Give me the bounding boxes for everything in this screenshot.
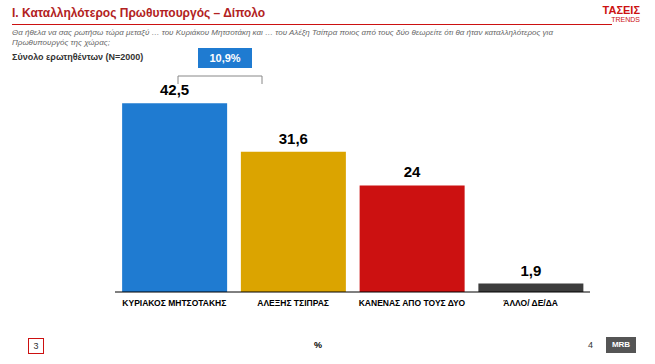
html-text:MRB: MRB [611, 340, 631, 349]
svg-text:ΚΑΝΕΝΑΣ ΑΠΟ ΤΟΥΣ ΔΥΟ: ΚΑΝΕΝΑΣ ΑΠΟ ΤΟΥΣ ΔΥΟ [359, 298, 466, 308]
html-text:Σύνολο ερωτηθέντων (N=2000): Σύνολο ερωτηθέντων (N=2000) [12, 52, 144, 62]
svg-text:24: 24 [404, 163, 421, 180]
html-text:Θα ήθελα να σας ρωτήσω τώρα με: Θα ήθελα να σας ρωτήσω τώρα μεταξύ … του… [12, 28, 553, 47]
html-text:ΤΑΣΕΙΣ: ΤΑΣΕΙΣ [602, 4, 640, 16]
html-text:10,9%: 10,9% [209, 52, 241, 64]
html-text:4: 4 [588, 340, 593, 350]
html-text:I. Καταλληλότερος Πρωθυπουργός: I. Καταλληλότερος Πρωθυπουργός – Δίπολο [12, 6, 266, 20]
html-text:TRENDS: TRENDS [611, 16, 640, 23]
svg-text:31,6: 31,6 [279, 130, 308, 147]
svg-text:ΆΛΛΟ/ ΔΕ/ΔΑ: ΆΛΛΟ/ ΔΕ/ΔΑ [503, 298, 558, 308]
svg-text:ΑΛΕΞΗΣ ΤΣΙΠΡΑΣ: ΑΛΕΞΗΣ ΤΣΙΠΡΑΣ [257, 298, 329, 308]
svg-text:42,5: 42,5 [160, 81, 189, 98]
svg-text:ΚΥΡΙΑΚΟΣ ΜΗΤΣΟΤΑΚΗΣ: ΚΥΡΙΑΚΟΣ ΜΗΤΣΟΤΑΚΗΣ [122, 298, 226, 308]
html-text:3: 3 [33, 341, 39, 351]
svg-text:1,9: 1,9 [520, 262, 541, 279]
